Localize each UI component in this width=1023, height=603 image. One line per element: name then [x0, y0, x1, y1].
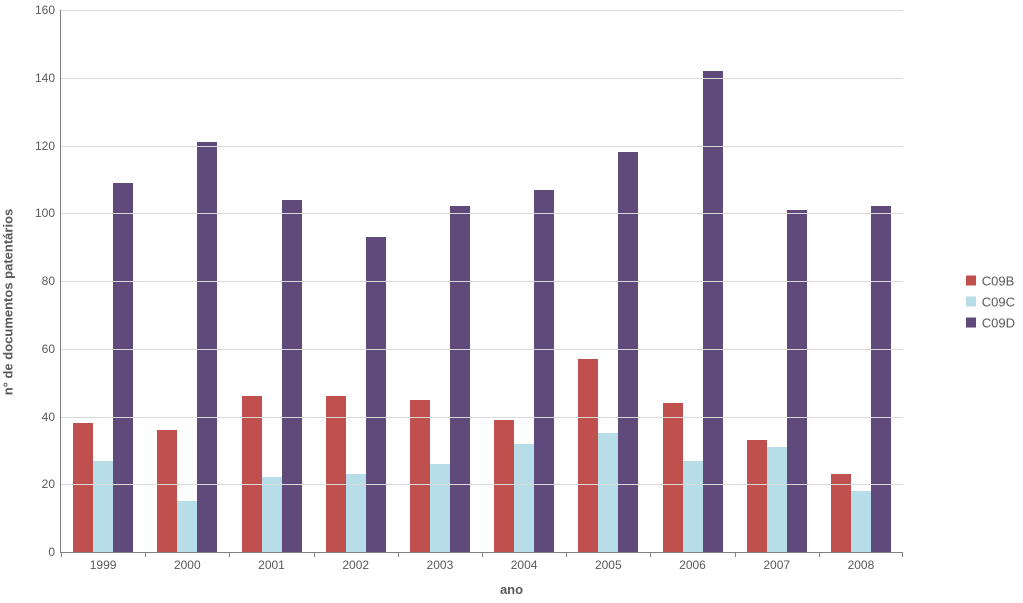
legend-label: C09C	[982, 294, 1015, 309]
x-tick-label: 2006	[679, 552, 706, 572]
x-tick-mark	[61, 552, 62, 557]
bar-C09B	[410, 400, 430, 552]
x-tick-mark	[229, 552, 230, 557]
gridline	[61, 417, 903, 418]
gridline	[61, 349, 903, 350]
y-tick-label: 120	[35, 139, 61, 153]
x-tick-mark	[735, 552, 736, 557]
y-tick-label: 0	[48, 545, 61, 559]
gridline	[61, 484, 903, 485]
x-tick-mark	[819, 552, 820, 557]
bar-C09C	[514, 444, 534, 552]
legend-label: C09D	[982, 315, 1015, 330]
bar-C09C	[851, 491, 871, 552]
x-tick-label: 2008	[848, 552, 875, 572]
x-tick-mark	[145, 552, 146, 557]
gridline	[61, 213, 903, 214]
x-tick-label: 2000	[174, 552, 201, 572]
bar-C09B	[242, 396, 262, 552]
bar-C09B	[157, 430, 177, 552]
bar-C09B	[747, 440, 767, 552]
bar-C09C	[93, 461, 113, 552]
x-tick-mark	[398, 552, 399, 557]
bar-C09C	[598, 433, 618, 552]
legend: C09B C09C C09D	[966, 267, 1015, 336]
bar-C09C	[683, 461, 703, 552]
bar-C09C	[346, 474, 366, 552]
bar-C09B	[73, 423, 93, 552]
x-tick-mark	[566, 552, 567, 557]
legend-swatch	[966, 276, 976, 286]
y-tick-label: 80	[42, 274, 61, 288]
gridline	[61, 281, 903, 282]
bar-C09D	[197, 142, 217, 552]
x-tick-label: 2001	[258, 552, 285, 572]
bar-C09D	[871, 206, 891, 552]
legend-item-C09B: C09B	[966, 273, 1015, 288]
bar-C09D	[787, 210, 807, 552]
bar-C09C	[430, 464, 450, 552]
legend-item-C09C: C09C	[966, 294, 1015, 309]
x-tick-mark	[482, 552, 483, 557]
bar-C09B	[831, 474, 851, 552]
legend-item-C09D: C09D	[966, 315, 1015, 330]
y-tick-label: 20	[42, 477, 61, 491]
bar-C09C	[767, 447, 787, 552]
y-tick-label: 160	[35, 3, 61, 17]
y-tick-label: 140	[35, 71, 61, 85]
bar-C09B	[663, 403, 683, 552]
legend-label: C09B	[982, 273, 1015, 288]
gridline	[61, 10, 903, 11]
legend-swatch	[966, 318, 976, 328]
plot-area: 1999200020012002200320042005200620072008…	[60, 10, 903, 553]
x-tick-mark	[650, 552, 651, 557]
bar-C09D	[703, 71, 723, 552]
bar-C09B	[578, 359, 598, 552]
x-axis-label: ano	[500, 582, 523, 597]
bar-C09D	[366, 237, 386, 552]
bar-C09B	[326, 396, 346, 552]
bar-C09D	[534, 190, 554, 552]
y-tick-label: 60	[42, 342, 61, 356]
bar-C09D	[113, 183, 133, 552]
y-axis-label: n° de documentos patentários	[1, 208, 16, 395]
x-tick-label: 1999	[90, 552, 117, 572]
bar-C09D	[618, 152, 638, 552]
gridline	[61, 146, 903, 147]
bar-C09D	[282, 200, 302, 552]
x-tick-label: 2003	[427, 552, 454, 572]
x-tick-label: 2005	[595, 552, 622, 572]
bar-C09C	[262, 477, 282, 552]
x-tick-label: 2004	[511, 552, 538, 572]
gridline	[61, 78, 903, 79]
bar-C09B	[494, 420, 514, 552]
legend-swatch	[966, 297, 976, 307]
x-tick-mark	[314, 552, 315, 557]
y-tick-label: 100	[35, 206, 61, 220]
x-tick-label: 2007	[763, 552, 790, 572]
bar-C09D	[450, 206, 470, 552]
bar-C09C	[177, 501, 197, 552]
x-tick-mark	[902, 552, 903, 557]
patent-chart: n° de documentos patentários ano 1999200…	[0, 0, 1023, 603]
x-tick-label: 2002	[342, 552, 369, 572]
y-tick-label: 40	[42, 410, 61, 424]
